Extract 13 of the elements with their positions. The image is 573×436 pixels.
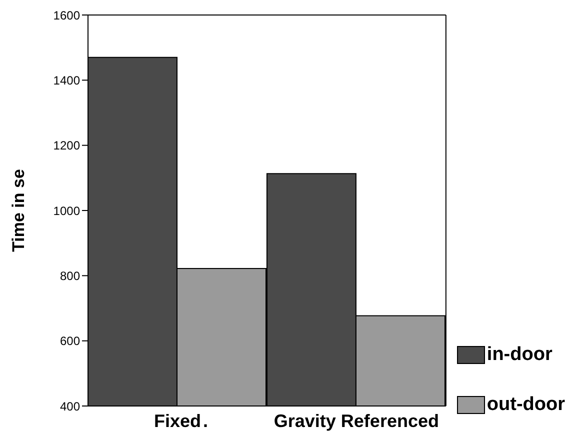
y-tick-label: 600: [60, 334, 80, 348]
y-tick-label: 1600: [53, 8, 80, 22]
y-tick-label: 400: [60, 399, 80, 414]
y-axis-title: Time in se: [9, 169, 28, 252]
x-tick-label: Gravity Referenced: [274, 410, 439, 431]
y-tick-label: 800: [60, 268, 80, 283]
legend-label: in-door: [486, 344, 554, 366]
y-tick-label: 1400: [53, 73, 80, 88]
legend-label: out-door: [486, 394, 565, 416]
y-tick-label: 1000: [53, 204, 80, 218]
y-tick-label: 1200: [53, 138, 80, 153]
text: .: [203, 411, 208, 432]
x-tick-label: Fixed: [154, 410, 201, 431]
